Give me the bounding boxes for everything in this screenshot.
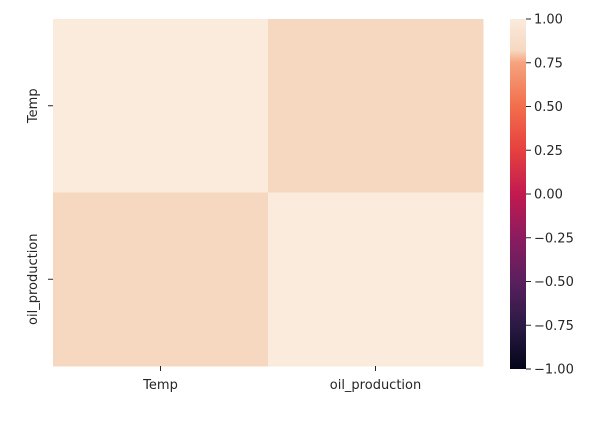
colorbar-tick-label: 1.00 xyxy=(534,13,563,28)
heatmap-cells xyxy=(53,19,484,367)
colorbar-tick-label: 0.25 xyxy=(534,144,563,159)
colorbar-tick-label: −0.75 xyxy=(534,319,574,334)
heatmap-cell-0-1 xyxy=(268,19,484,193)
colorbar: 1.00 0.75 0.50 0.25 0.00 −0.25 −0.50 −0.75 −1.00 xyxy=(510,13,574,378)
y-tick-label: Temp xyxy=(26,88,41,124)
heatmap-cell-1-0 xyxy=(53,192,269,367)
colorbar-tick-label: −1.00 xyxy=(534,363,574,378)
colorbar-tick-label: −0.25 xyxy=(534,231,574,246)
colorbar-gradient xyxy=(510,19,526,369)
x-tick-label: oil_production xyxy=(330,378,421,393)
heatmap-cell-1-1 xyxy=(268,192,484,367)
x-tick-label: Temp xyxy=(142,378,178,393)
colorbar-tick-label: 0.00 xyxy=(534,188,563,203)
colorbar-tick-label: 0.75 xyxy=(534,56,563,71)
colorbar-tick-label: 0.50 xyxy=(534,100,563,115)
heatmap-axes: Temp oil_production Temp oil_production xyxy=(26,88,421,393)
colorbar-tick-label: −0.50 xyxy=(534,275,574,290)
heatmap-cell-0-0 xyxy=(53,19,269,193)
y-tick-label: oil_production xyxy=(26,234,41,325)
